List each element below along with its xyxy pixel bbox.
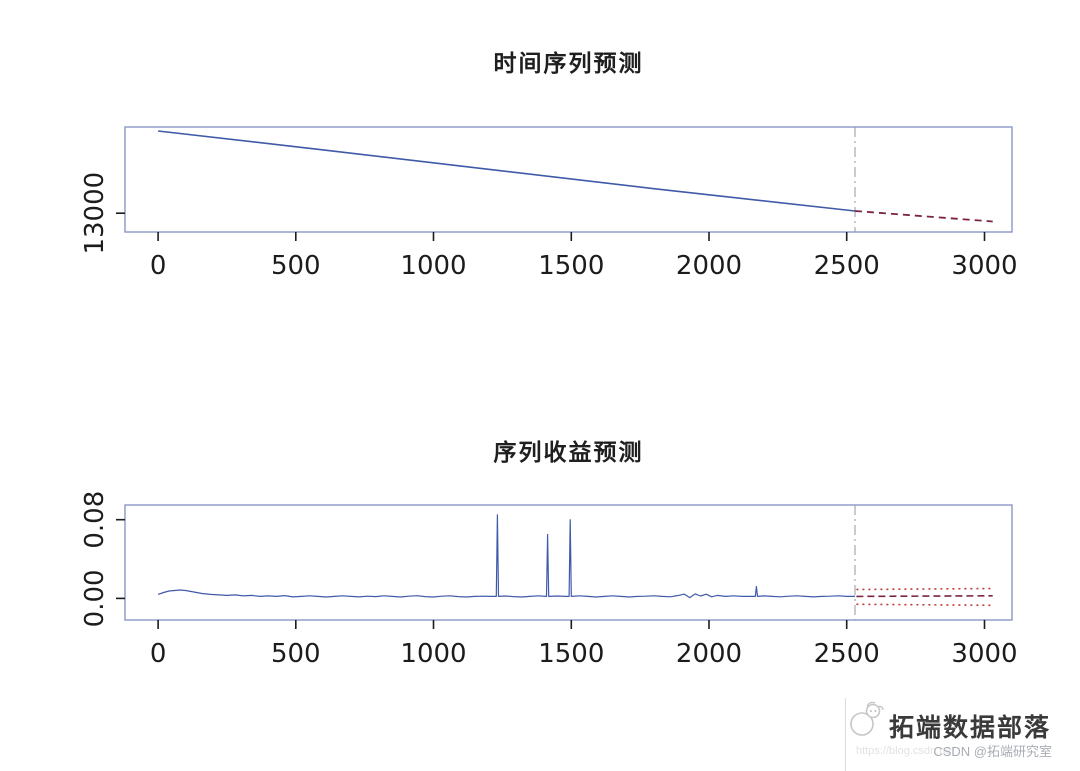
y-tick-label: 0.00	[80, 569, 110, 627]
y-tick-label: 0.08	[80, 491, 110, 549]
x-tick-label: 1000	[400, 251, 466, 281]
x-tick-label: 500	[271, 639, 321, 669]
chart-title-returns: 序列收益预测	[493, 439, 644, 466]
x-tick-label: 3000	[951, 251, 1017, 281]
x-tick-label: 500	[271, 251, 321, 281]
series-returns	[157, 514, 855, 599]
x-tick-label: 2500	[814, 251, 880, 281]
x-tick-label: 0	[150, 251, 167, 281]
tecdat-sheep-logo-icon	[850, 701, 884, 736]
series-forecast-upper	[856, 587, 993, 591]
x-tick-label: 2000	[676, 639, 742, 669]
watermark-url: https://blog.csdn.net	[856, 745, 955, 757]
x-tick-label: 0	[150, 639, 167, 669]
series-observed	[158, 130, 856, 212]
x-tick-label: 1500	[538, 639, 604, 669]
x-tick-label: 1000	[400, 639, 466, 669]
x-tick-label: 2000	[676, 251, 742, 281]
plot-frame	[124, 126, 1013, 233]
series-forecast-mean	[856, 595, 993, 598]
brand-text: 拓端数据部落	[889, 713, 1052, 742]
footer-divider	[845, 698, 846, 771]
csdn-credit: CSDN @拓端研究室	[933, 744, 1052, 759]
plot-frame	[124, 504, 1013, 621]
x-tick-label: 1500	[538, 251, 604, 281]
x-tick-label: 3000	[951, 639, 1017, 669]
x-tick-label: 2500	[814, 639, 880, 669]
chart-title-time-series: 时间序列预测	[493, 50, 644, 77]
series-forecast	[854, 210, 993, 223]
y-tick-label: 13000	[80, 172, 110, 255]
series-forecast-lower	[856, 603, 993, 607]
